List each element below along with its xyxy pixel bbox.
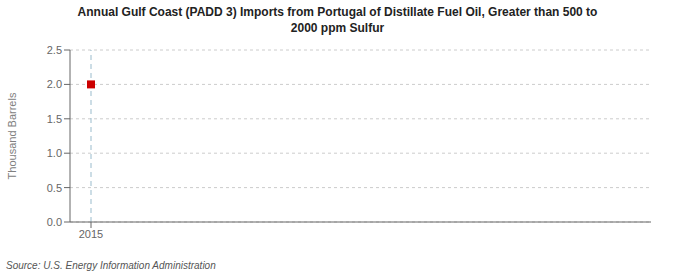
svg-text:1.5: 1.5 [47, 113, 62, 125]
html-text:2000 ppm Sulfur: 2000 ppm Sulfur [290, 21, 385, 35]
svg-text:2.0: 2.0 [47, 78, 62, 90]
svg-text:2.5: 2.5 [47, 44, 62, 56]
svg-text:0.5: 0.5 [47, 182, 62, 194]
svg-text:1.0: 1.0 [47, 147, 62, 159]
svg-text:2015: 2015 [79, 228, 103, 240]
svg-text:0.0: 0.0 [47, 216, 62, 228]
svg-text:Thousand Barrels: Thousand Barrels [8, 92, 18, 179]
html-text:Annual Gulf Coast (PADD 3) Imp: Annual Gulf Coast (PADD 3) Imports from … [77, 5, 598, 19]
html-text:Source: U.S. Energy Informatio: Source: U.S. Energy Information Administ… [6, 260, 216, 271]
